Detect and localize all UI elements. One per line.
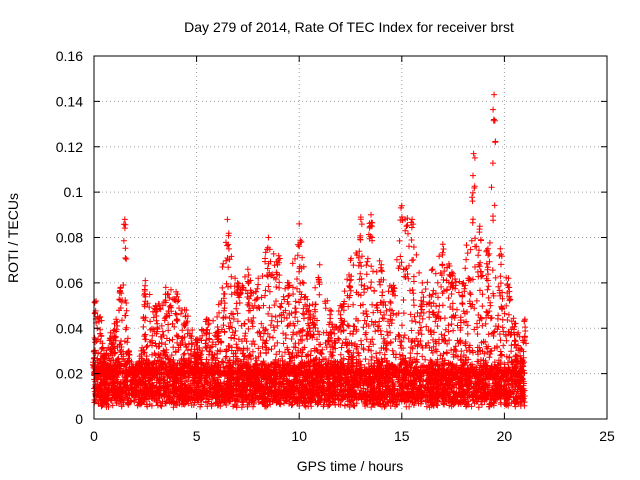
y-tick-label: 0.02 xyxy=(56,366,83,382)
y-tick-label: 0.16 xyxy=(56,48,83,64)
scatter-points xyxy=(90,91,529,411)
x-axis-label: GPS time / hours xyxy=(297,458,404,474)
x-tick-labels: 0 5 10 15 20 25 xyxy=(90,428,615,444)
x-tick-label: 20 xyxy=(497,428,513,444)
y-tick-label: 0.08 xyxy=(56,230,83,246)
y-tick-label: 0.14 xyxy=(56,93,83,109)
x-tick-label: 25 xyxy=(599,428,615,444)
y-tick-label: 0.04 xyxy=(56,320,83,336)
y-tick-label: 0.06 xyxy=(56,275,83,291)
y-tick-label: 0.1 xyxy=(64,184,84,200)
x-tick-label: 0 xyxy=(90,428,98,444)
x-tick-label: 5 xyxy=(193,428,201,444)
y-axis-label: ROTI / TECUs xyxy=(5,193,21,283)
y-tick-labels: 0 0.02 0.04 0.06 0.08 0.1 0.12 0.14 0.16 xyxy=(56,48,83,427)
axis-ticks xyxy=(93,55,608,420)
y-tick-label: 0.12 xyxy=(56,139,83,155)
data-point-markers xyxy=(90,91,529,411)
grid-lines xyxy=(94,56,607,419)
y-tick-label: 0 xyxy=(75,411,83,427)
chart-title: Day 279 of 2014, Rate Of TEC Index for r… xyxy=(184,19,514,35)
x-tick-label: 10 xyxy=(291,428,307,444)
x-tick-label: 15 xyxy=(394,428,410,444)
